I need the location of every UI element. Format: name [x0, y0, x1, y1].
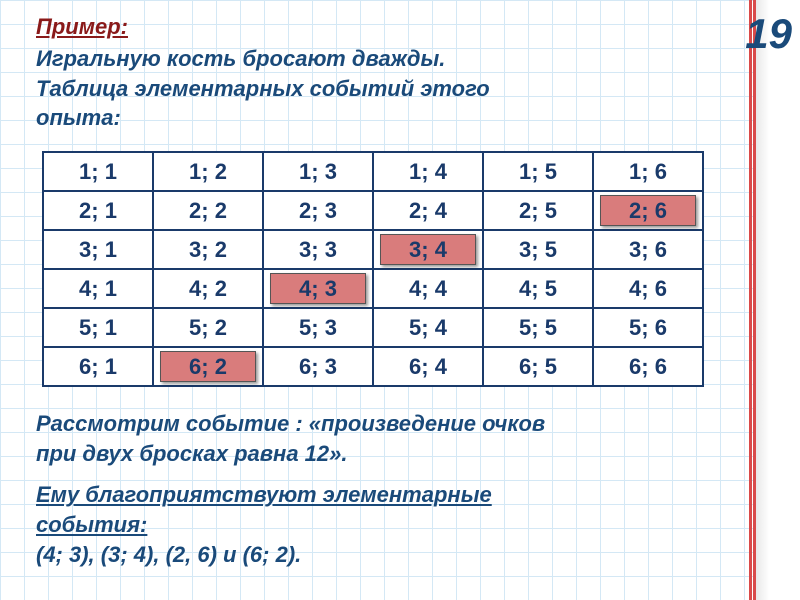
- cell-value: 5; 4: [409, 315, 447, 340]
- table-cell: 5; 5: [483, 308, 593, 347]
- cell-value: 4; 2: [189, 276, 227, 301]
- table-cell: 3; 1: [43, 230, 153, 269]
- table-cell: 6; 2: [153, 347, 263, 386]
- table-cell: 3; 3: [263, 230, 373, 269]
- cell-value: 5; 5: [519, 315, 557, 340]
- table-cell: 2; 2: [153, 191, 263, 230]
- table-cell: 4; 5: [483, 269, 593, 308]
- cell-value: 1; 2: [189, 159, 227, 184]
- event-line-1: Рассмотрим событие : «произведение очков: [36, 411, 545, 436]
- table-cell: 1; 2: [153, 152, 263, 191]
- table-cell: 3; 6: [593, 230, 703, 269]
- table-cell: 5; 4: [373, 308, 483, 347]
- cell-value: 4; 5: [519, 276, 557, 301]
- table-cell: 6; 5: [483, 347, 593, 386]
- table-cell: 4; 3: [263, 269, 373, 308]
- cell-value: 2; 1: [79, 198, 117, 223]
- cell-value: 4; 4: [409, 276, 447, 301]
- table-cell: 1; 3: [263, 152, 373, 191]
- cell-value: 2; 4: [409, 198, 447, 223]
- content-area: Пример: Игральную кость бросают дважды. …: [36, 14, 736, 570]
- dice-outcomes-table: 1; 1 1; 2 1; 3 1; 4 1; 5 1; 6 2; 1 2; 2 2; 3 2; 4…: [42, 151, 704, 387]
- cell-value: 6; 1: [79, 354, 117, 379]
- table-cell: 6; 6: [593, 347, 703, 386]
- cell-value: 1; 1: [79, 159, 117, 184]
- table-cell: 4; 2: [153, 269, 263, 308]
- table-row: 1; 1 1; 2 1; 3 1; 4 1; 5 1; 6: [43, 152, 703, 191]
- table-cell: 6; 1: [43, 347, 153, 386]
- table-cell: 3; 2: [153, 230, 263, 269]
- favorable-events: Ему благоприятствуют элементарные событи…: [36, 480, 736, 569]
- heading-line-2: Таблица элементарных событий этого: [36, 76, 490, 101]
- table-cell: 3; 5: [483, 230, 593, 269]
- notebook-page: 19 Пример: Игральную кость бросают дважд…: [0, 0, 800, 600]
- cell-value: 3; 2: [189, 237, 227, 262]
- cell-value: 6; 3: [299, 354, 337, 379]
- heading-text: Игральную кость бросают дважды. Таблица …: [36, 44, 736, 133]
- table-cell: 2; 3: [263, 191, 373, 230]
- table-cell: 1; 4: [373, 152, 483, 191]
- page-number: 19: [745, 10, 792, 58]
- cell-value: 2; 6: [629, 198, 667, 223]
- cell-value: 3; 5: [519, 237, 557, 262]
- cell-value: 4; 6: [629, 276, 667, 301]
- table-row: 6; 1 6; 2 6; 3 6; 4 6; 5 6; 6: [43, 347, 703, 386]
- page-curl: [756, 0, 800, 600]
- heading-line-1: Игральную кость бросают дважды.: [36, 46, 445, 71]
- cell-value: 3; 4: [409, 237, 447, 262]
- table-cell: 5; 1: [43, 308, 153, 347]
- margin-line-1: [753, 0, 756, 600]
- table-cell: 1; 5: [483, 152, 593, 191]
- cell-value: 1; 4: [409, 159, 447, 184]
- cell-value: 3; 6: [629, 237, 667, 262]
- cell-value: 4; 1: [79, 276, 117, 301]
- cell-value: 6; 4: [409, 354, 447, 379]
- favorable-label-2: события:: [36, 512, 147, 537]
- table-cell: 1; 6: [593, 152, 703, 191]
- cell-value: 1; 6: [629, 159, 667, 184]
- cell-value: 3; 1: [79, 237, 117, 262]
- heading-line-3: опыта:: [36, 105, 121, 130]
- cell-value: 6; 2: [189, 354, 227, 379]
- table-cell: 4; 6: [593, 269, 703, 308]
- margin-line-2: [749, 0, 752, 600]
- table-cell: 3; 4: [373, 230, 483, 269]
- table-cell: 2; 1: [43, 191, 153, 230]
- table-row: 5; 1 5; 2 5; 3 5; 4 5; 5 5; 6: [43, 308, 703, 347]
- cell-value: 2; 2: [189, 198, 227, 223]
- event-description: Рассмотрим событие : «произведение очков…: [36, 409, 736, 468]
- heading-label: Пример:: [36, 14, 736, 40]
- table-cell: 4; 1: [43, 269, 153, 308]
- cell-value: 2; 3: [299, 198, 337, 223]
- cell-value: 5; 3: [299, 315, 337, 340]
- cell-value: 1; 5: [519, 159, 557, 184]
- table-row: 4; 1 4; 2 4; 3 4; 4 4; 5 4; 6: [43, 269, 703, 308]
- event-line-2: при двух бросках равна 12».: [36, 441, 347, 466]
- table-cell: 2; 5: [483, 191, 593, 230]
- cell-value: 2; 5: [519, 198, 557, 223]
- cell-value: 6; 6: [629, 354, 667, 379]
- cell-value: 5; 1: [79, 315, 117, 340]
- table-cell: 4; 4: [373, 269, 483, 308]
- favorable-list: (4; 3), (3; 4), (2, 6) и (6; 2).: [36, 542, 301, 567]
- table-cell: 5; 3: [263, 308, 373, 347]
- cell-value: 5; 6: [629, 315, 667, 340]
- table-cell: 6; 3: [263, 347, 373, 386]
- table-cell: 2; 6: [593, 191, 703, 230]
- table-cell: 2; 4: [373, 191, 483, 230]
- table-cell: 1; 1: [43, 152, 153, 191]
- table-cell: 5; 6: [593, 308, 703, 347]
- cell-value: 4; 3: [299, 276, 337, 301]
- favorable-label-1: Ему благоприятствуют элементарные: [36, 482, 492, 507]
- cell-value: 5; 2: [189, 315, 227, 340]
- cell-value: 1; 3: [299, 159, 337, 184]
- cell-value: 3; 3: [299, 237, 337, 262]
- table-cell: 6; 4: [373, 347, 483, 386]
- table-cell: 5; 2: [153, 308, 263, 347]
- table-row: 2; 1 2; 2 2; 3 2; 4 2; 5 2; 6: [43, 191, 703, 230]
- table-row: 3; 1 3; 2 3; 3 3; 4 3; 5 3; 6: [43, 230, 703, 269]
- cell-value: 6; 5: [519, 354, 557, 379]
